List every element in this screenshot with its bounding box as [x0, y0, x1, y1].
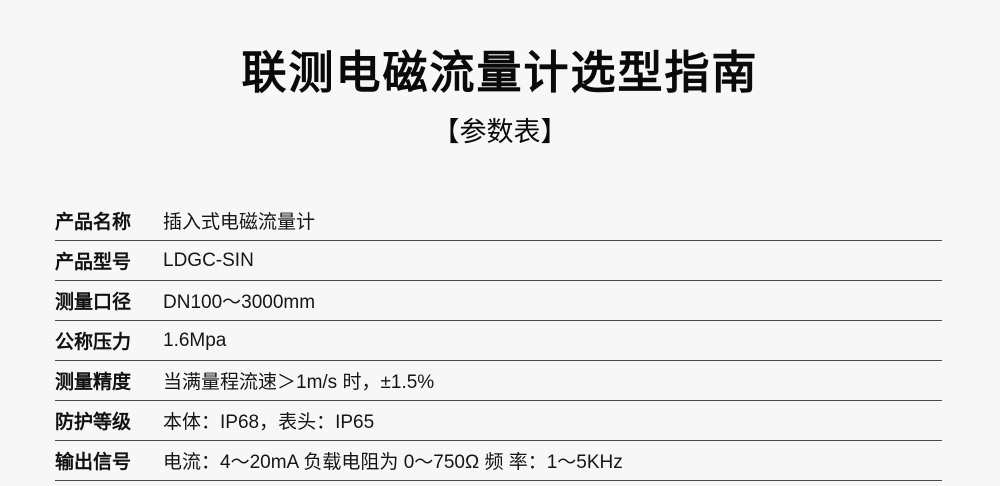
row-value: LDGC-SIN [163, 249, 254, 271]
table-row-pressure: 公称压力 1.6Mpa [55, 321, 942, 361]
page-title: 联测电磁流量计选型指南 [241, 47, 759, 98]
page-subtitle: 【参数表】 [432, 117, 568, 147]
row-value: 1.6Mpa [163, 329, 227, 351]
row-label: 测量口径 [55, 292, 132, 313]
table-row-product-name: 产品名称 插入式电磁流量计 [55, 201, 942, 241]
table-row-diameter: 测量口径 DN100～3000mm [55, 281, 942, 321]
table-row-protection: 防护等级 本体：IP68，表头：IP65 [55, 401, 942, 441]
row-label: 输出信号 [55, 452, 132, 473]
row-value: 当满量程流速＞1m/s 时，±1.5% [163, 372, 435, 393]
table-row-output-signal: 输出信号 电流：4～20mA 负载电阻为 0～750Ω 频 率：1～5KHz [55, 441, 942, 481]
row-label: 产品名称 [55, 212, 132, 233]
row-value: 插入式电磁流量计 [163, 212, 316, 233]
row-label: 公称压力 [55, 332, 132, 353]
row-value: DN100～3000mm [163, 292, 316, 313]
table-row-product-model: 产品型号 LDGC-SIN [55, 241, 942, 281]
row-value: 本体：IP68，表头：IP65 [163, 412, 375, 433]
row-label: 测量精度 [55, 372, 132, 393]
row-label: 防护等级 [55, 412, 132, 433]
row-value: 电流：4～20mA 负载电阻为 0～750Ω 频 率：1～5KHz [163, 452, 623, 473]
table-row-accuracy: 测量精度 当满量程流速＞1m/s 时，±1.5% [55, 361, 942, 401]
spec-table: 产品名称 插入式电磁流量计 产品型号 LDGC-SIN 测量口径 DN100～3… [55, 201, 942, 481]
row-label: 产品型号 [55, 252, 132, 273]
